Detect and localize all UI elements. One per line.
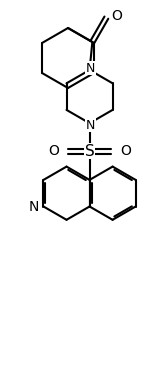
Text: O: O <box>120 144 131 158</box>
Text: N: N <box>86 119 95 132</box>
Text: N: N <box>29 199 40 213</box>
Text: N: N <box>86 61 95 74</box>
Text: O: O <box>48 144 59 158</box>
Text: S: S <box>85 144 94 159</box>
Text: O: O <box>111 8 122 23</box>
